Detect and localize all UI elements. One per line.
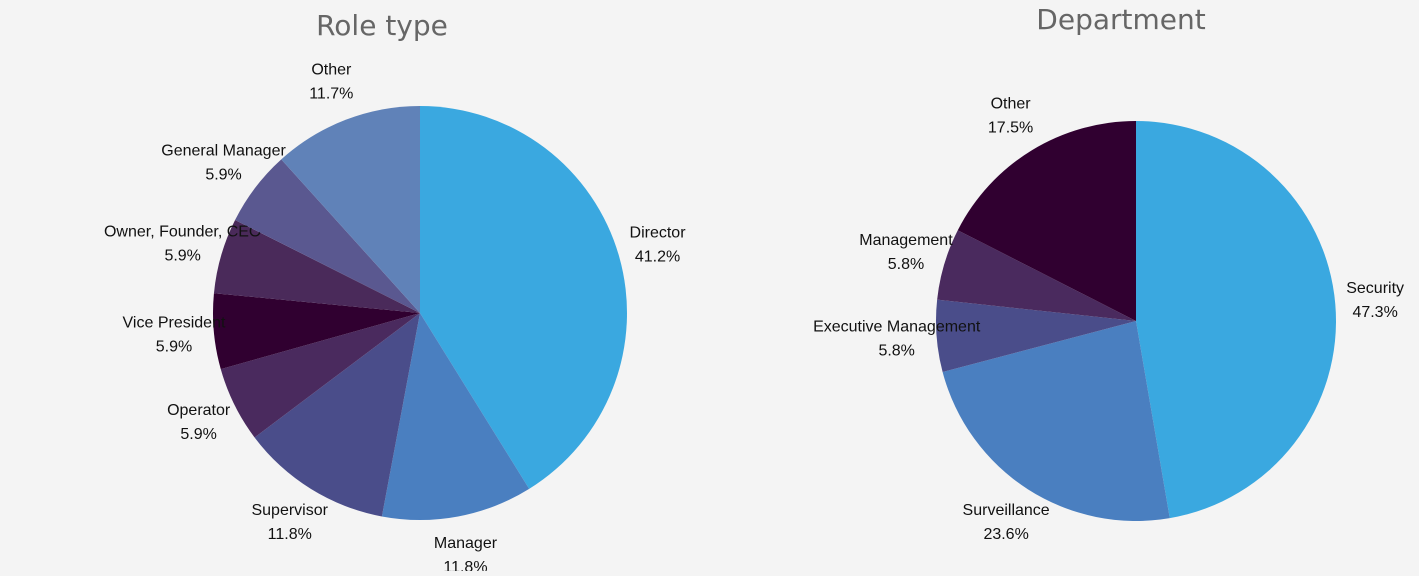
slice-value-label: 11.8% <box>268 526 312 543</box>
slice-value-label: 11.8% <box>443 559 487 571</box>
slice-label: Director <box>630 224 687 241</box>
pie-slice <box>957 121 1136 321</box>
pie-slice <box>213 219 420 313</box>
slice-value-label: 47.3% <box>1352 304 1397 321</box>
slice-label: Security <box>1346 280 1404 297</box>
pie-slice <box>281 106 420 313</box>
slice-value-label: 17.5% <box>988 120 1033 137</box>
slice-label: Surveillance <box>963 502 1050 519</box>
slice-value-label: 5.9% <box>156 338 192 355</box>
pie-slice <box>254 313 420 517</box>
pie-slice <box>220 313 420 438</box>
slice-value-label: 11.7% <box>309 86 353 103</box>
pie-slice <box>937 230 1136 321</box>
slice-label: Manager <box>434 535 498 552</box>
slice-value-label: 5.9% <box>205 166 241 183</box>
slice-value-label: 41.2% <box>635 248 680 265</box>
chart-title: Department <box>1036 3 1205 36</box>
slice-label: Other <box>991 96 1032 113</box>
slice-label: Vice President <box>123 314 226 331</box>
pie-slice <box>420 106 627 489</box>
pie-slice <box>235 159 420 313</box>
slice-value-label: 23.6% <box>983 526 1028 543</box>
pie-slice <box>213 293 420 370</box>
slice-label: Supervisor <box>251 502 328 519</box>
slice-label: General Manager <box>161 142 286 159</box>
pie-slice <box>936 299 1136 372</box>
slice-value-label: 5.8% <box>888 256 924 273</box>
chart-title: Role type <box>316 9 448 42</box>
slice-value-label: 5.8% <box>878 342 914 359</box>
slice-label: Management <box>859 232 953 249</box>
pie-slice <box>381 313 530 520</box>
slice-label: Other <box>311 62 352 79</box>
slice-label: Owner, Founder, CEO <box>104 224 261 241</box>
slice-label: Operator <box>167 402 231 419</box>
slice-label: Executive Management <box>813 318 981 335</box>
slice-value-label: 5.9% <box>180 426 216 443</box>
pie-slice <box>942 321 1170 521</box>
slice-value-label: 5.9% <box>164 248 200 265</box>
pie-slice <box>1136 121 1336 519</box>
